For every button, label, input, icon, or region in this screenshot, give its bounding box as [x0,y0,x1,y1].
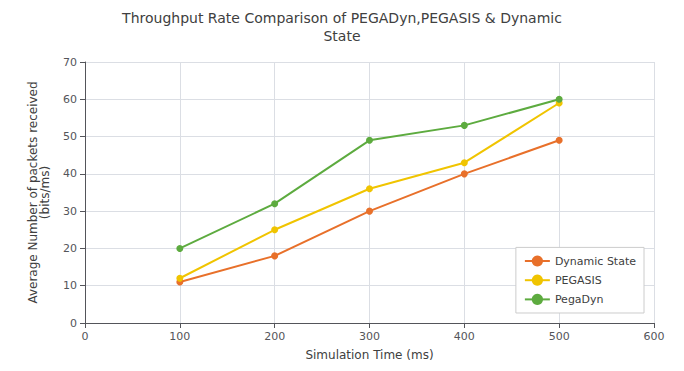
svg-text:Dynamic State: Dynamic State [555,255,636,268]
svg-text:Average Number of packets rece: Average Number of packets received [26,81,40,304]
svg-text:(bits/ms): (bits/ms) [38,166,52,219]
svg-text:30: 30 [63,205,77,218]
svg-text:200: 200 [264,330,285,343]
svg-text:400: 400 [454,330,475,343]
svg-text:PEGASIS: PEGASIS [555,274,602,287]
svg-text:70: 70 [63,56,77,69]
svg-text:600: 600 [644,330,665,343]
svg-text:60: 60 [63,93,77,106]
svg-text:20: 20 [63,242,77,255]
svg-text:State: State [323,28,360,44]
svg-text:Simulation Time (ms): Simulation Time (ms) [305,348,433,362]
svg-text:PegaDyn: PegaDyn [555,293,604,306]
svg-text:10: 10 [63,279,77,292]
svg-text:Throughput Rate Comparison of: Throughput Rate Comparison of PEGADyn,PE… [121,10,562,26]
svg-text:100: 100 [169,330,190,343]
svg-text:300: 300 [359,330,380,343]
svg-text:50: 50 [63,130,77,143]
svg-text:500: 500 [549,330,570,343]
svg-text:40: 40 [63,167,77,180]
svg-text:0: 0 [70,317,77,330]
svg-text:0: 0 [82,330,89,343]
